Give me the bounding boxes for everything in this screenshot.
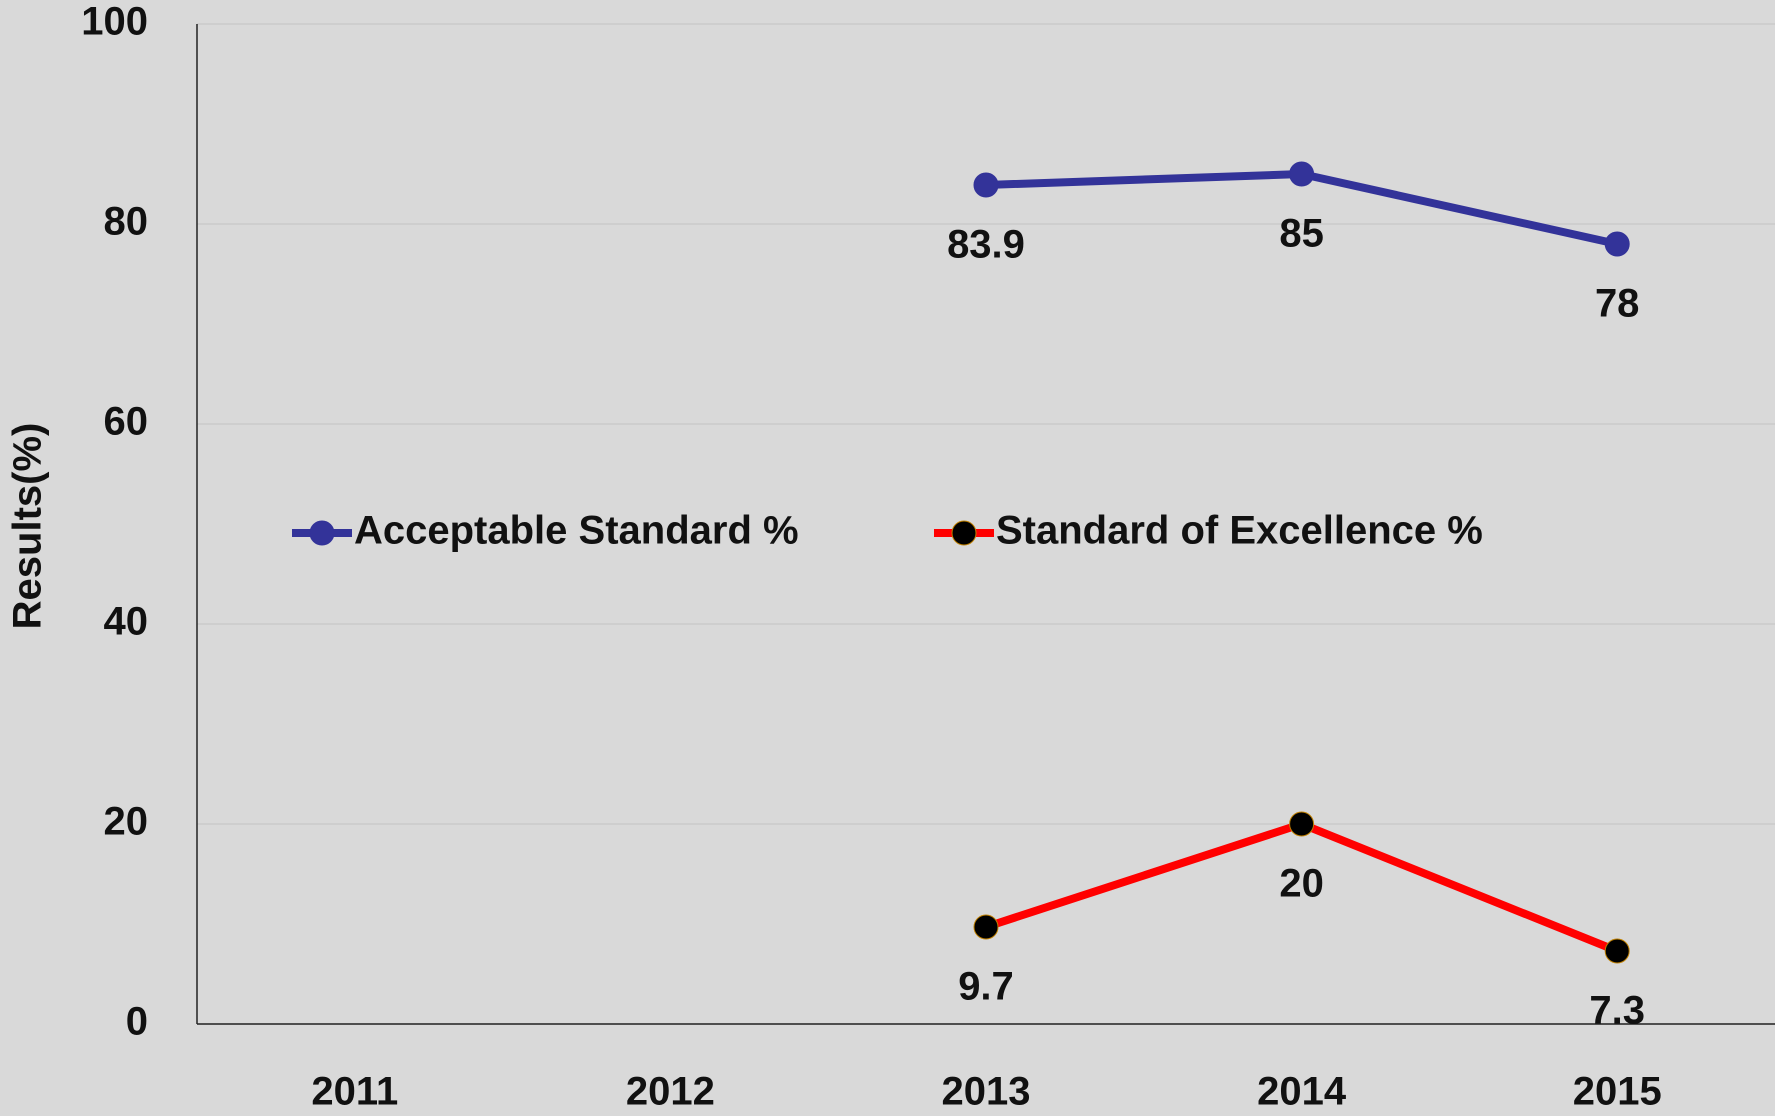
data-label: 85 [1279, 212, 1324, 256]
x-tick-label: 2011 [311, 1070, 398, 1114]
data-label: 20 [1279, 862, 1324, 906]
y-tick-label: 100 [81, 0, 148, 44]
legend-marker [309, 520, 335, 546]
data-label: 7.3 [1589, 989, 1645, 1033]
x-tick-label: 2014 [1257, 1070, 1347, 1114]
marker [973, 914, 999, 940]
marker [973, 172, 999, 198]
data-label: 9.7 [958, 965, 1014, 1009]
y-tick-label: 60 [104, 400, 149, 444]
y-axis-label: Results(%) [6, 423, 50, 630]
y-tick-label: 40 [104, 600, 149, 644]
x-tick-label: 2012 [626, 1070, 715, 1114]
y-tick-label: 20 [104, 800, 149, 844]
marker [1604, 231, 1630, 257]
data-label: 78 [1595, 282, 1640, 326]
data-label: 83.9 [947, 223, 1025, 267]
marker [1289, 811, 1315, 837]
legend-marker [951, 520, 977, 546]
y-tick-label: 0 [126, 1000, 148, 1044]
x-tick-label: 2013 [942, 1070, 1031, 1114]
y-tick-label: 80 [104, 200, 149, 244]
marker [1289, 161, 1315, 187]
legend-label: Standard of Excellence % [996, 509, 1483, 553]
legend-label: Acceptable Standard % [354, 509, 799, 553]
marker [1604, 938, 1630, 964]
x-tick-label: 2015 [1573, 1070, 1662, 1114]
